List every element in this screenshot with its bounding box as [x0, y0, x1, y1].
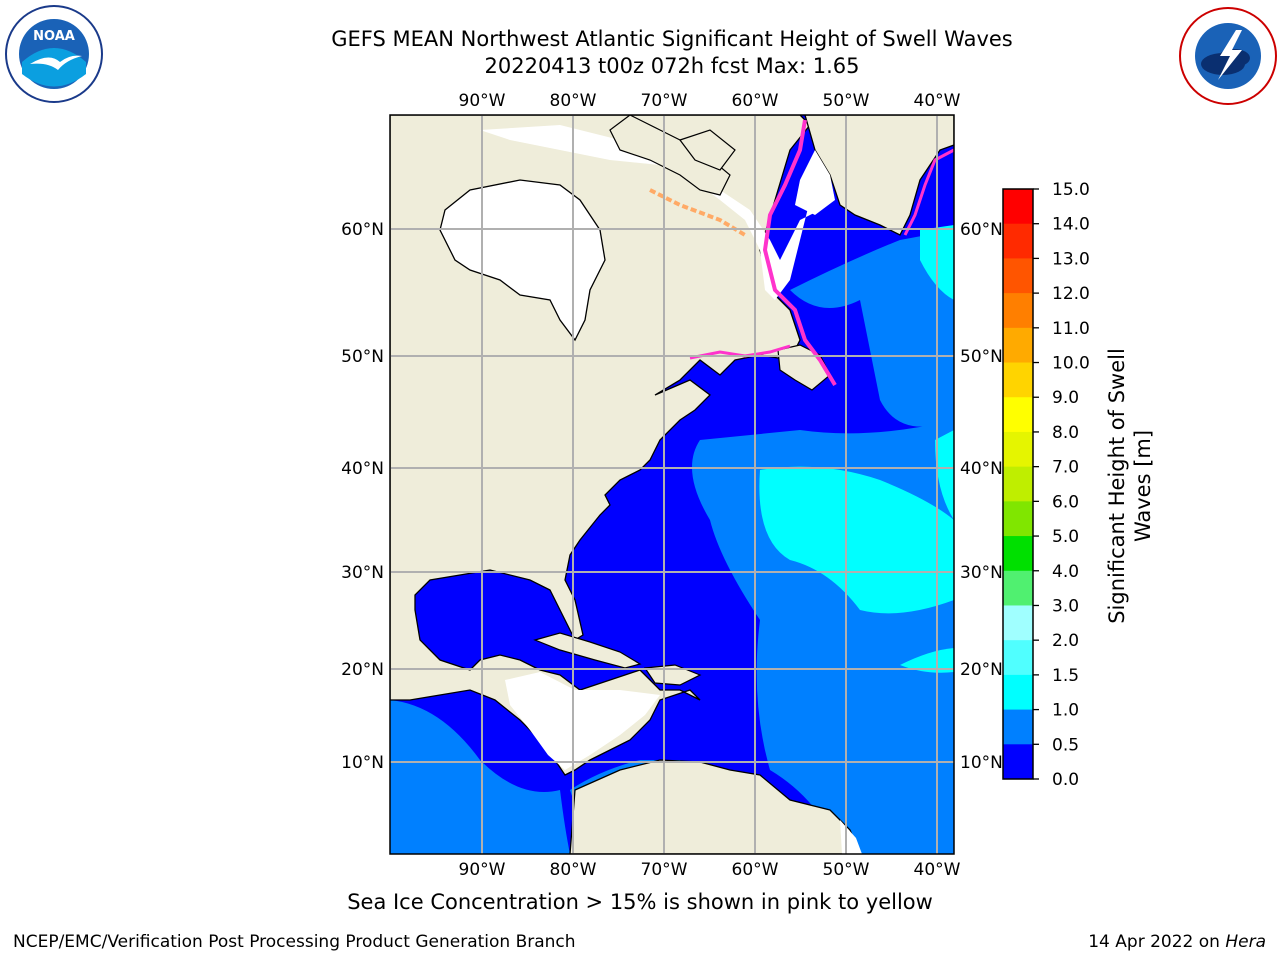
swell-0.5-1.0-pacific	[390, 700, 570, 854]
colorbar-label: Significant Height of Swell	[1105, 348, 1129, 624]
lat-label: 30°N	[960, 563, 1003, 583]
colorbar-tick-label: 7.0	[1052, 458, 1079, 478]
lat-labels-left: 60°N 50°N 40°N 30°N 20°N 10°N	[341, 220, 384, 773]
colorbar-swatch	[1003, 501, 1033, 537]
colorbar-tick-label: 15.0	[1052, 180, 1090, 200]
chart-title: GEFS MEAN Northwest Atlantic Significant…	[331, 27, 1013, 51]
colorbar-tick-label: 4.0	[1052, 562, 1079, 582]
swell-1.0-1.5-east	[935, 430, 954, 520]
colorbar-swatch	[1003, 431, 1033, 468]
lat-labels-right: 60°N 50°N 40°N 30°N 20°N 10°N	[960, 220, 1003, 773]
map-gridlines	[390, 115, 954, 854]
greenland-coast-white	[795, 150, 835, 215]
swell-1.0-1.5-south	[900, 648, 954, 673]
credit-host: Hera	[1225, 932, 1266, 952]
lon-label: 40°W	[914, 91, 961, 111]
colorbar-swatch	[1003, 397, 1033, 433]
sea-ice-edge-greenland	[903, 148, 954, 236]
lat-label: 50°N	[341, 347, 384, 367]
colorbar-swatch	[1003, 362, 1033, 398]
lon-label: 40°W	[914, 860, 961, 880]
colorbar-tick-label: 6.0	[1052, 492, 1079, 512]
lon-labels-bottom: 90°W 80°W 70°W 60°W 50°W 40°W	[459, 860, 961, 880]
national-weather-service-logo	[1179, 7, 1277, 105]
lon-label: 50°W	[823, 91, 870, 111]
sea-ice-edge	[762, 119, 837, 387]
colorbar	[1003, 189, 1033, 780]
credit-ncep: NCEP/EMC/Verification Post Processing Pr…	[13, 932, 576, 952]
cuba	[533, 632, 642, 669]
credit-date: 14 Apr 2022 on Hera	[1088, 932, 1266, 952]
credit-date-text: 14 Apr 2022 on	[1088, 932, 1226, 952]
lat-label: 20°N	[960, 660, 1003, 680]
colorbar-label-units: Waves [m]	[1131, 430, 1155, 542]
noaa-logo: NOAA	[5, 5, 103, 103]
lat-label: 10°N	[960, 753, 1003, 773]
colorbar-swatch	[1003, 466, 1033, 502]
lat-label: 60°N	[960, 220, 1003, 240]
arctic-island	[679, 129, 736, 171]
colorbar-swatch	[1003, 744, 1033, 780]
lat-label: 40°N	[960, 459, 1003, 479]
sea-ice-caption: Sea Ice Concentration > 15% is shown in …	[347, 890, 933, 914]
lon-label: 50°W	[823, 860, 870, 880]
colorbar-tick-label: 1.0	[1052, 701, 1079, 721]
lon-label: 90°W	[459, 860, 506, 880]
swell-0.5-1.0-north	[790, 230, 954, 427]
lat-label: 60°N	[341, 220, 384, 240]
lat-label: 30°N	[341, 563, 384, 583]
sea-ice-edge-baffin	[649, 188, 747, 237]
north-america-land	[390, 115, 811, 776]
colorbar-tick-label: 9.0	[1052, 388, 1079, 408]
colorbar-tick-label: 0.5	[1052, 735, 1079, 755]
colorbar-tick-label: 13.0	[1052, 249, 1090, 269]
lon-label: 80°W	[550, 91, 597, 111]
colorbar-swatch	[1003, 258, 1033, 294]
lon-label: 80°W	[550, 860, 597, 880]
colorbar-tick-label: 12.0	[1052, 284, 1090, 304]
colorbar-tick-label: 0.0	[1052, 770, 1079, 790]
map-area	[390, 115, 954, 854]
colorbar-frame	[1002, 188, 1034, 780]
noaa-logo-text: NOAA	[33, 29, 75, 44]
lat-label: 10°N	[341, 753, 384, 773]
map-frame	[389, 114, 955, 855]
swell-1.0-1.5-region	[759, 466, 954, 614]
colorbar-ticks: 15.0 14.0 13.0 12.0 11.0 10.0 9.0 8.0 7.0 6.0 5.0 4…	[1033, 180, 1090, 790]
lon-label: 90°W	[459, 91, 506, 111]
colorbar-swatch	[1003, 327, 1033, 364]
lat-label: 20°N	[341, 660, 384, 680]
lon-label: 70°W	[641, 860, 688, 880]
colorbar-swatch	[1003, 223, 1033, 259]
colorbar-swatch	[1003, 536, 1033, 572]
colorbar-tick-label: 8.0	[1052, 423, 1079, 443]
colorbar-swatch	[1003, 640, 1033, 676]
colorbar-tick-label: 5.0	[1052, 527, 1079, 547]
colorbar-tick-label: 11.0	[1052, 319, 1090, 339]
colorbar-swatch	[1003, 189, 1033, 225]
colorbar-tick-label: 1.5	[1052, 666, 1079, 686]
chart-subtitle: 20220413 t00z 072h fcst Max: 1.65	[484, 54, 860, 78]
colorbar-tick-label: 14.0	[1052, 215, 1090, 235]
lat-label: 40°N	[341, 459, 384, 479]
lon-label: 70°W	[641, 91, 688, 111]
colorbar-swatch	[1003, 605, 1033, 641]
lat-label: 50°N	[960, 347, 1003, 367]
colorbar-tick-label: 10.0	[1052, 354, 1090, 374]
central-america-white	[505, 672, 660, 770]
lon-label: 60°W	[732, 860, 779, 880]
colorbar-tick-label: 3.0	[1052, 596, 1079, 616]
lon-label: 60°W	[732, 91, 779, 111]
colorbar-swatch	[1003, 674, 1033, 711]
colorbar-swatch	[1003, 709, 1033, 745]
colorbar-swatch	[1003, 293, 1033, 329]
lon-labels-top: 90°W 80°W 70°W 60°W 50°W 40°W	[459, 91, 961, 111]
colorbar-tick-label: 2.0	[1052, 631, 1079, 651]
colorbar-swatch	[1003, 570, 1033, 606]
